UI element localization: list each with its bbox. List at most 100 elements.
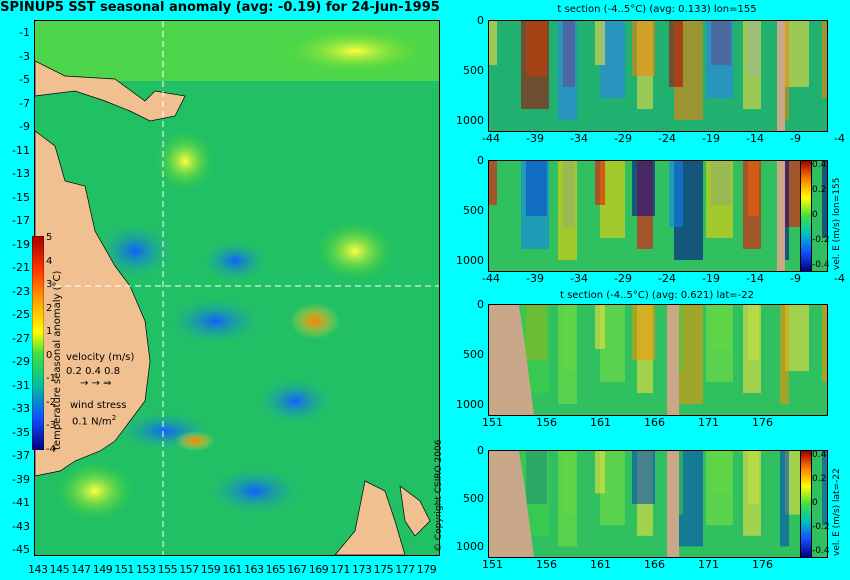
section-field bbox=[489, 161, 827, 271]
lat-tick: -3 bbox=[19, 49, 30, 63]
section-land bbox=[777, 161, 785, 271]
lon-tick: 155 bbox=[157, 563, 178, 576]
section-band bbox=[595, 161, 605, 205]
velocity-colorbar-tick: 0.2 bbox=[812, 185, 827, 195]
page-title: SPINUP5 SST seasonal anomaly (avg: -0.19… bbox=[0, 0, 440, 15]
section-ytick: 500 bbox=[463, 492, 484, 505]
section-band bbox=[595, 305, 605, 349]
lon-tick: 173 bbox=[352, 563, 372, 576]
section-field bbox=[489, 21, 827, 131]
section-plot bbox=[488, 450, 828, 558]
section-xtick: -39 bbox=[526, 272, 544, 285]
lat-tick: -39 bbox=[12, 472, 30, 486]
lon-tick: 157 bbox=[179, 563, 199, 576]
section-coast bbox=[489, 305, 534, 415]
velocity-scale: 0.2 0.4 0.8 bbox=[66, 366, 121, 377]
colorbar-tick: -4 bbox=[46, 443, 56, 455]
section-xtick: -9 bbox=[790, 132, 801, 145]
velocity-colorbar-label: vel. E (m/s) lon=155 bbox=[832, 177, 842, 270]
lon-tick: 169 bbox=[308, 563, 329, 576]
section-band bbox=[558, 161, 577, 260]
section-xtick: -24 bbox=[658, 132, 676, 145]
lon-tick: 159 bbox=[200, 563, 221, 576]
velocity-colorbar bbox=[800, 450, 812, 558]
copyright: © Copyright CSIRO 2006 bbox=[434, 439, 444, 552]
lat-tick: -45 bbox=[12, 543, 30, 556]
section-band bbox=[632, 21, 655, 76]
lat-tick: -15 bbox=[12, 190, 30, 204]
lon-tick: 179 bbox=[416, 563, 437, 576]
lon-tick: 145 bbox=[49, 563, 70, 576]
section-xtick: 151 bbox=[482, 558, 503, 571]
section-band bbox=[669, 21, 683, 87]
temperature-colorbar bbox=[32, 236, 44, 450]
velocity-colorbar-tick: 0 bbox=[812, 210, 818, 220]
lat-tick: -29 bbox=[12, 355, 30, 368]
colorbar-tick: 3 bbox=[46, 279, 53, 290]
section-xtick: 151 bbox=[482, 416, 503, 429]
lat-tick: -5 bbox=[19, 73, 30, 86]
section-xtick: 166 bbox=[644, 416, 665, 429]
lon-tick: 171 bbox=[330, 563, 350, 576]
lat-tick: -35 bbox=[12, 425, 30, 439]
section-band bbox=[780, 451, 789, 547]
section-xtick: 176 bbox=[752, 558, 773, 571]
section-title: t section (-4..5°C) (avg: 0.133) lon=155 bbox=[557, 4, 757, 15]
section-band bbox=[706, 161, 733, 238]
section-field bbox=[489, 451, 827, 557]
section-ytick: 1000 bbox=[456, 114, 484, 127]
australia-land bbox=[35, 130, 151, 477]
velocity-colorbar-tick: 0.4 bbox=[812, 160, 827, 170]
section-xtick: 171 bbox=[698, 558, 719, 571]
section-band bbox=[743, 161, 761, 249]
velocity-colorbar-tick: 0.2 bbox=[812, 474, 827, 484]
section-xtick: -44 bbox=[482, 272, 500, 285]
section-band bbox=[743, 451, 761, 536]
section-band bbox=[706, 21, 733, 98]
section-xtick: 156 bbox=[536, 558, 557, 571]
section-xtick: -19 bbox=[702, 132, 720, 145]
section-band bbox=[743, 21, 761, 109]
section-field bbox=[489, 305, 827, 415]
lat-tick: -9 bbox=[19, 120, 30, 133]
section-band bbox=[521, 21, 549, 109]
section-band bbox=[558, 305, 577, 404]
colorbar-tick: -2 bbox=[46, 396, 56, 408]
section-xtick: 166 bbox=[644, 558, 665, 571]
lat-tick: -41 bbox=[12, 496, 30, 509]
lon-tick: 163 bbox=[244, 563, 264, 576]
lat-tick: -7 bbox=[19, 96, 30, 110]
section-ytick: 0 bbox=[477, 444, 484, 457]
lat-tick: -25 bbox=[12, 308, 30, 321]
lon-tick: 161 bbox=[222, 563, 242, 576]
section-land bbox=[777, 21, 785, 131]
section-xtick: -9 bbox=[790, 272, 801, 285]
section-ytick: 1000 bbox=[456, 398, 484, 411]
lat-tick: -11 bbox=[12, 143, 30, 157]
section-band bbox=[489, 21, 497, 65]
section-xtick: 171 bbox=[698, 416, 719, 429]
colorbar-tick: 0 bbox=[46, 349, 53, 361]
section-ytick: 0 bbox=[477, 154, 484, 167]
section-band bbox=[595, 451, 605, 494]
new-zealand-land bbox=[334, 480, 406, 555]
colorbar-label: temperature seasonal anomaly (°C) bbox=[52, 270, 63, 450]
section-title: t section (-4..5°C) (avg: 0.621) lat=-22 bbox=[559, 290, 755, 301]
section-xtick: -4 bbox=[834, 272, 845, 285]
section-xtick: -29 bbox=[614, 272, 632, 285]
lon-tick: 143 bbox=[28, 563, 48, 576]
section-plot bbox=[488, 20, 828, 132]
section-band bbox=[632, 305, 655, 360]
lon-tick: 175 bbox=[373, 563, 394, 576]
section-band bbox=[706, 305, 733, 382]
lat-tick: -43 bbox=[12, 519, 30, 533]
section-xtick: -14 bbox=[746, 132, 764, 145]
wind-stress-label: wind stress bbox=[70, 400, 127, 411]
section-ytick: 500 bbox=[463, 64, 484, 77]
section-band bbox=[822, 305, 827, 382]
colorbar-tick: 1 bbox=[46, 326, 53, 337]
section-xtick: -34 bbox=[570, 132, 588, 145]
velocity-colorbar bbox=[800, 160, 812, 272]
lat-tick: -31 bbox=[12, 378, 30, 392]
section-band bbox=[632, 451, 655, 504]
